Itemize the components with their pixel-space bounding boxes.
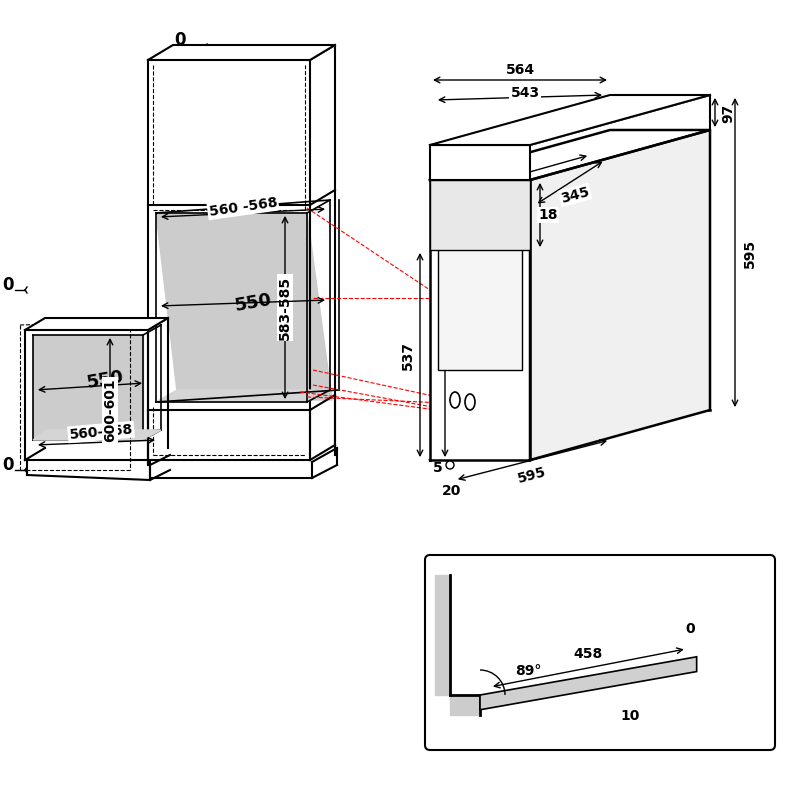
Text: 0: 0 — [2, 276, 14, 294]
Polygon shape — [450, 695, 480, 715]
Polygon shape — [430, 95, 710, 145]
Text: 546: 546 — [494, 182, 526, 202]
Bar — [438, 190, 522, 370]
Polygon shape — [156, 213, 332, 400]
Text: 97: 97 — [721, 103, 735, 122]
Text: 600-601: 600-601 — [103, 378, 117, 442]
Text: 560 -568: 560 -568 — [208, 195, 278, 218]
Bar — [430, 145, 530, 180]
Text: 5: 5 — [433, 461, 443, 475]
Polygon shape — [435, 575, 450, 695]
Text: 20: 20 — [442, 484, 462, 498]
Text: 345: 345 — [559, 185, 591, 206]
Text: 537: 537 — [401, 341, 415, 370]
Ellipse shape — [465, 394, 475, 410]
Text: 564: 564 — [506, 63, 534, 77]
Text: 572: 572 — [438, 335, 452, 365]
Polygon shape — [25, 318, 168, 330]
Text: 0: 0 — [685, 622, 695, 636]
Polygon shape — [530, 130, 710, 460]
Text: 550: 550 — [233, 291, 273, 315]
Text: 595: 595 — [743, 238, 757, 267]
Ellipse shape — [450, 392, 460, 408]
Circle shape — [446, 461, 454, 469]
Text: 10: 10 — [620, 709, 640, 723]
Polygon shape — [148, 45, 335, 60]
Text: 458: 458 — [574, 647, 602, 661]
Polygon shape — [33, 335, 143, 440]
Polygon shape — [156, 390, 330, 402]
Text: 18: 18 — [538, 208, 558, 222]
Text: 560-568: 560-568 — [69, 422, 134, 442]
Polygon shape — [480, 657, 697, 710]
Bar — [430, 180, 530, 250]
Text: 543: 543 — [510, 86, 539, 100]
Text: 89°: 89° — [515, 664, 542, 678]
Text: 595: 595 — [516, 465, 548, 486]
Polygon shape — [430, 130, 710, 180]
FancyBboxPatch shape — [425, 555, 775, 750]
Text: 583-585: 583-585 — [278, 275, 292, 339]
Polygon shape — [430, 180, 530, 460]
Text: 0: 0 — [2, 456, 14, 474]
Polygon shape — [33, 430, 161, 440]
Text: 550: 550 — [85, 368, 125, 392]
Text: 0: 0 — [174, 31, 186, 49]
